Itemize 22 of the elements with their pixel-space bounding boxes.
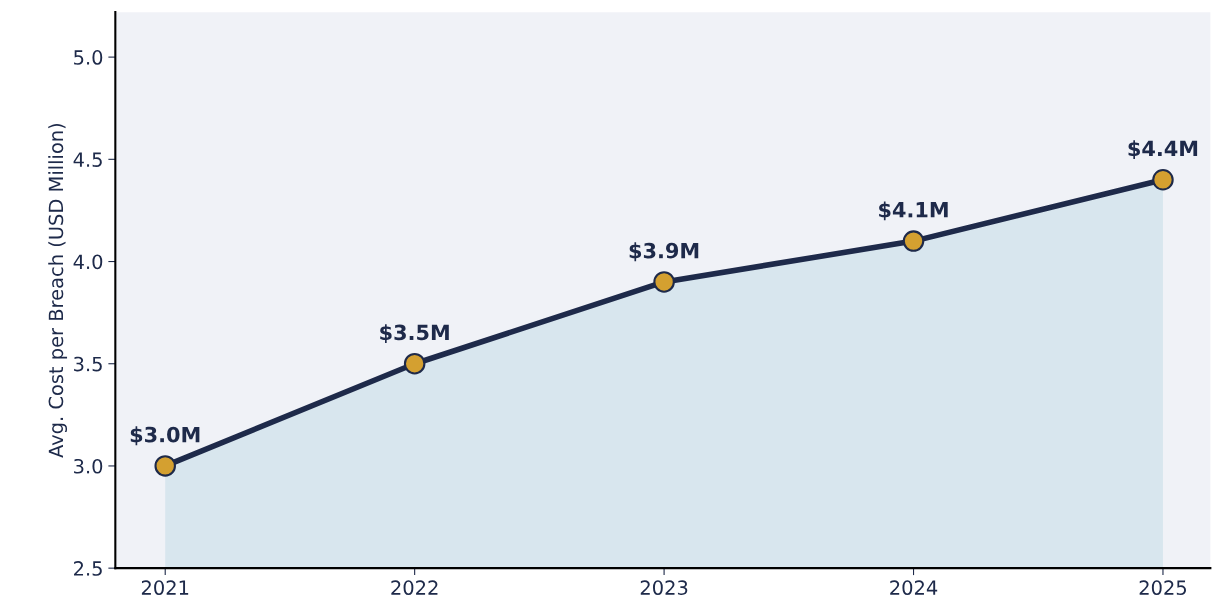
data-label: $3.5M [380, 324, 449, 344]
point [1152, 169, 1174, 191]
y-tick-label: 5.0 [74, 50, 103, 65]
y-tick-label: 2.5 [74, 561, 102, 576]
x-tick-label: 2021 [141, 580, 189, 596]
point [653, 271, 675, 293]
y-tick-label: 3.5 [74, 356, 102, 372]
x-tick-label: 2024 [890, 580, 938, 596]
y-tick-label: 4.5 [73, 152, 102, 167]
y-axis-title: Avg. Cost per Breach (USD Million) [48, 123, 68, 458]
point [154, 455, 176, 477]
data-label: $3.9M [629, 242, 699, 262]
y-tick-label: 3.0 [74, 458, 103, 474]
x-tick-label: 2025 [1139, 580, 1187, 596]
y-tick-label: 4.0 [73, 254, 103, 270]
x-tick-label: 2023 [640, 580, 688, 596]
point [403, 352, 426, 375]
data-label: $4.4M [1128, 140, 1198, 160]
data-label: $3.0M [130, 426, 200, 446]
data-label: $4.1M [879, 201, 948, 221]
x-tick-label: 2022 [391, 580, 438, 596]
point [902, 230, 925, 252]
